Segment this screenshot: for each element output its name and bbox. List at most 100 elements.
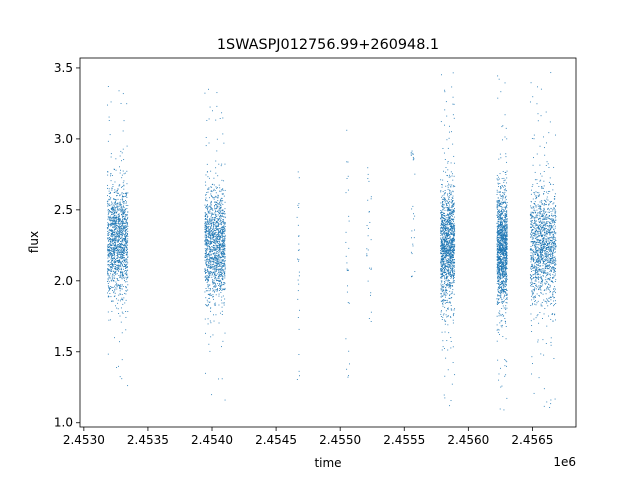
data-point	[114, 238, 116, 240]
data-point	[500, 224, 502, 226]
data-point	[449, 271, 451, 273]
data-point	[210, 201, 212, 203]
data-point	[442, 191, 444, 193]
data-point	[120, 285, 122, 287]
data-point	[109, 196, 110, 198]
data-point	[210, 186, 212, 188]
data-point	[222, 269, 224, 271]
data-point	[220, 286, 222, 288]
data-point	[222, 251, 224, 253]
data-point	[125, 239, 127, 241]
data-point	[113, 253, 115, 255]
data-point	[125, 273, 127, 275]
data-point	[297, 279, 299, 281]
data-point	[112, 226, 114, 228]
data-point	[213, 289, 215, 291]
data-point	[447, 284, 449, 286]
data-point	[445, 101, 447, 103]
data-point	[450, 186, 452, 188]
data-point	[212, 288, 214, 290]
data-point	[206, 119, 208, 121]
data-point	[444, 192, 446, 194]
data-point	[119, 166, 120, 168]
data-point	[123, 206, 125, 208]
data-point	[221, 275, 223, 277]
data-point	[204, 181, 206, 183]
data-point	[447, 267, 449, 269]
data-point	[111, 202, 113, 204]
data-point	[443, 236, 445, 238]
data-point	[297, 298, 299, 300]
data-point	[453, 227, 455, 228]
data-point	[450, 207, 452, 208]
data-point	[118, 90, 120, 92]
data-point	[449, 249, 451, 251]
data-point	[451, 263, 453, 265]
data-point	[113, 223, 114, 224]
data-point	[205, 227, 207, 229]
data-point	[449, 224, 451, 225]
data-point	[451, 259, 453, 260]
data-point	[206, 205, 208, 207]
data-point	[118, 213, 120, 215]
data-point	[222, 231, 224, 232]
data-point	[114, 242, 116, 244]
data-point	[117, 240, 119, 242]
data-point	[210, 254, 212, 256]
data-point	[449, 258, 451, 260]
data-point	[123, 188, 125, 190]
data-point	[498, 242, 499, 243]
data-point	[452, 280, 454, 282]
data-point	[206, 278, 207, 280]
data-point	[208, 258, 210, 260]
data-point	[208, 240, 210, 242]
data-point	[441, 259, 442, 261]
data-point	[449, 267, 451, 269]
data-point	[207, 304, 209, 306]
data-point	[127, 216, 129, 218]
data-point	[211, 271, 213, 273]
data-point	[115, 238, 117, 240]
data-point	[215, 269, 217, 271]
data-point	[208, 246, 210, 247]
data-point	[123, 230, 125, 232]
data-point	[205, 225, 207, 227]
data-point	[220, 253, 222, 255]
data-point	[122, 256, 124, 258]
data-point	[499, 229, 501, 231]
data-point	[121, 230, 122, 232]
data-point	[222, 243, 224, 245]
data-point	[452, 246, 454, 248]
data-point	[212, 236, 214, 238]
data-point	[108, 232, 110, 234]
data-point	[108, 231, 110, 233]
data-point	[499, 214, 501, 216]
data-point	[208, 254, 210, 256]
data-point	[215, 283, 216, 285]
data-point	[448, 249, 450, 251]
data-point	[113, 232, 115, 234]
data-point	[448, 253, 450, 254]
data-point	[108, 255, 110, 257]
data-point	[441, 287, 443, 289]
data-point	[115, 199, 117, 201]
data-point	[126, 254, 128, 256]
data-point	[498, 265, 500, 267]
data-point	[217, 223, 219, 224]
data-point	[448, 253, 449, 255]
data-point	[121, 251, 123, 253]
data-point	[217, 225, 219, 227]
data-point	[449, 212, 451, 214]
data-point	[114, 212, 115, 214]
data-point	[505, 247, 507, 249]
data-point	[107, 295, 109, 297]
data-point	[454, 271, 456, 273]
data-point	[115, 218, 117, 220]
data-point	[217, 261, 219, 262]
data-point	[215, 294, 217, 296]
data-point	[219, 264, 220, 266]
data-point	[502, 229, 504, 231]
data-point	[442, 217, 444, 219]
data-point	[497, 211, 499, 213]
data-point	[205, 218, 207, 220]
